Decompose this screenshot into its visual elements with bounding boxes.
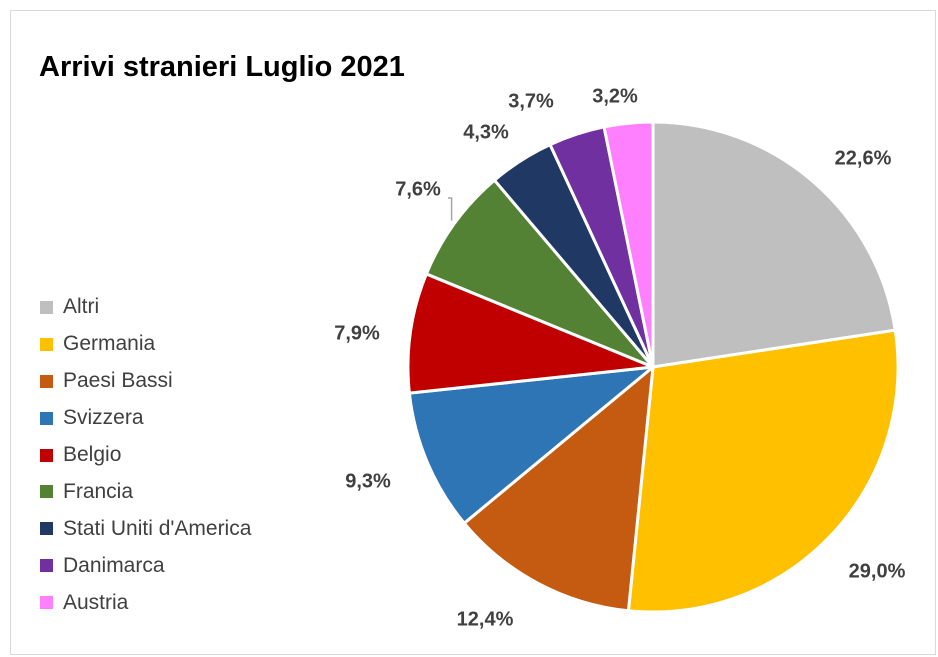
legend-item-danimarca: Danimarca (40, 547, 251, 584)
legend-swatch (40, 337, 53, 351)
legend-label: Francia (63, 479, 134, 503)
legend-item-germania: Germania (40, 326, 251, 363)
chart-title: Arrivi stranieri Luglio 2021 (39, 51, 405, 83)
legend-item-paesi-bassi: Paesi Bassi (40, 363, 251, 400)
legend-label: Svizzera (63, 406, 144, 430)
data-label-altri: 22,6% (835, 147, 892, 169)
legend-item-francia: Francia (40, 473, 251, 510)
data-label-stati-uniti-d-america: 4,3% (463, 121, 509, 143)
pie-slice-austria (602, 120, 655, 369)
data-labels: 22,6% 29,0% 12,4% 9,3% 7,9% 7,6% 4,3% 3,7% 3,2% (334, 85, 905, 630)
pie-slice-belgio (406, 272, 655, 395)
legend-label: Danimarca (63, 553, 165, 577)
pie-slice-altri (651, 120, 897, 369)
data-label-danimarca: 3,7% (508, 90, 554, 112)
pie-slices (406, 120, 900, 614)
pie-slice-francia (424, 178, 655, 369)
legend-item-svizzera: Svizzera (40, 400, 251, 437)
leader-lines (448, 197, 453, 221)
legend-item-altri: Altri (40, 289, 251, 326)
legend-label: Belgio (63, 443, 122, 466)
legend-label: Stati Uniti d'America (63, 516, 252, 540)
legend-label: Germania (63, 332, 156, 356)
legend-swatch (40, 300, 53, 314)
pie-slice-paesi-bassi (462, 365, 655, 613)
leader-line-francia (448, 197, 453, 221)
legend-item-belgio: Belgio (40, 437, 251, 474)
legend-label: Austria (63, 590, 129, 614)
pie-slice-svizzera (407, 365, 655, 525)
legend-swatch (40, 448, 53, 462)
legend-swatch (40, 374, 53, 388)
data-label-germania: 29,0% (849, 560, 906, 582)
legend-item-austria: Austria (40, 584, 251, 621)
legend-swatch (40, 411, 53, 425)
legend-swatch (40, 596, 53, 610)
legend-item-stati-uniti-d-america: Stati Uniti d'America (40, 510, 251, 547)
legend-label: Altri (63, 295, 100, 319)
legend: Altri Germania Paesi Bassi Svizzera Belgio Fr… (40, 289, 251, 621)
data-label-austria: 3,2% (592, 85, 638, 107)
legend-label: Paesi Bassi (63, 369, 173, 393)
data-label-belgio: 7,9% (334, 322, 380, 344)
legend-swatch (40, 522, 53, 536)
data-label-paesi-bassi: 12,4% (457, 608, 514, 630)
legend-swatch (40, 485, 53, 499)
data-label-francia: 7,6% (395, 178, 441, 200)
data-label-svizzera: 9,3% (345, 470, 391, 492)
legend-swatch (40, 559, 53, 573)
pie-slice-germania (626, 328, 900, 614)
